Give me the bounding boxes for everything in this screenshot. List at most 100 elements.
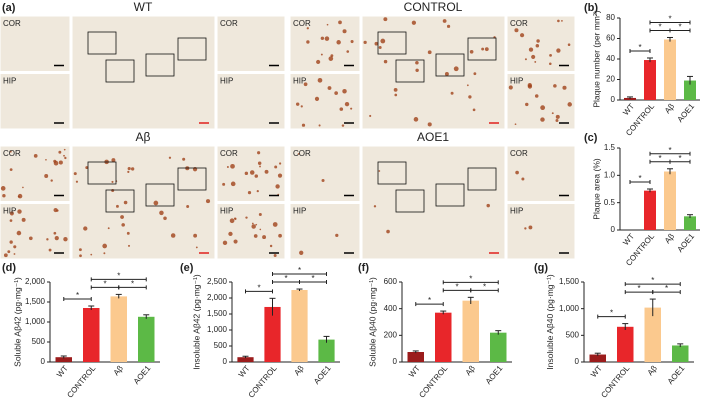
plaque [9, 219, 13, 222]
plaque [269, 244, 273, 248]
significance: * [638, 43, 641, 52]
plaque [374, 41, 379, 46]
plaque [555, 118, 559, 122]
y-tick-label: 2,000 [25, 277, 46, 286]
plaque [186, 205, 190, 208]
plaque [373, 205, 377, 208]
plaque [111, 180, 114, 183]
plaque [259, 228, 262, 231]
micrograph [289, 203, 361, 260]
x-tick-label: WT [589, 364, 604, 379]
significance: * [428, 296, 431, 305]
plaque [257, 161, 262, 166]
plaque [531, 54, 536, 59]
plaque [383, 59, 388, 64]
x-tick-label: WT [621, 232, 636, 247]
micrograph [0, 73, 71, 130]
plaque [272, 222, 278, 227]
inset-box [177, 167, 207, 191]
y-tick-label: 2,500 [207, 277, 228, 286]
plaque [130, 167, 135, 171]
plaque [466, 84, 469, 87]
plaque [53, 207, 58, 213]
plaque [9, 168, 13, 171]
group-title: CONTROL [404, 0, 463, 14]
plaque [229, 218, 235, 224]
plaque [486, 203, 490, 208]
region-label: COR [510, 19, 528, 28]
plaque [415, 68, 419, 73]
plaque [378, 170, 381, 172]
y-tick-label: 0 [611, 95, 616, 104]
plaque [525, 102, 529, 107]
plaque [182, 157, 186, 161]
y-tick-label: 1,000 [559, 304, 580, 313]
significance: * [117, 272, 120, 281]
plaque [251, 222, 254, 225]
plaque [551, 112, 554, 115]
region-label: HIP [3, 207, 16, 216]
plaque [338, 20, 342, 25]
significance: * [637, 284, 640, 293]
x-tick-label: Aβ [663, 102, 677, 116]
plaque [334, 91, 338, 95]
plaque [9, 211, 14, 216]
plaque [63, 148, 66, 151]
y-tick-label: 0 [223, 357, 228, 366]
plaque [549, 62, 552, 66]
bar [664, 171, 676, 230]
plaque [557, 19, 560, 23]
significance: * [311, 274, 314, 283]
significance: * [658, 154, 661, 163]
plaque [299, 250, 304, 255]
plaque [314, 96, 320, 101]
y-tick-label: 1,500 [207, 309, 228, 318]
bar [664, 39, 676, 100]
y-tick-label: 1,000 [25, 317, 46, 326]
plaque [369, 114, 372, 118]
bar [237, 357, 254, 362]
micrograph [216, 203, 286, 260]
plaque [274, 165, 278, 169]
plaque [21, 217, 26, 222]
plaque [524, 227, 527, 230]
y-axis-label: Insoluble Aβ42 (pg·mg⁻¹) [191, 274, 201, 370]
plaque [226, 165, 229, 168]
plaque [53, 160, 59, 166]
plaque [394, 93, 398, 97]
plaque [540, 105, 546, 111]
plaque [3, 253, 8, 258]
inset-box [377, 31, 407, 55]
group-title: WT [134, 0, 153, 14]
plaque [257, 151, 261, 155]
x-tick-label: AOE1 [676, 101, 697, 124]
bar [617, 326, 634, 362]
plaque [228, 231, 233, 237]
inset-box [395, 59, 425, 83]
plaque [78, 248, 82, 252]
plaque [469, 49, 474, 54]
x-tick-label: AOE1 [676, 231, 697, 254]
x-tick-label: AOE1 [312, 363, 333, 386]
plaque [54, 235, 59, 241]
plaque [450, 91, 454, 95]
plaque [153, 200, 159, 206]
plaque [17, 195, 20, 198]
group-title: AOE1 [417, 130, 449, 144]
x-tick-label: Aβ [663, 232, 677, 246]
plaque [121, 223, 125, 227]
plaque [383, 17, 388, 22]
plaque [44, 174, 49, 178]
plaque [528, 225, 533, 230]
plaque [253, 234, 258, 238]
plaque [562, 85, 567, 90]
y-tick-label: 1.5 [604, 143, 616, 152]
plaque [85, 166, 89, 170]
y-tick-label: 80 [606, 13, 615, 22]
y-axis-label: Soluble Aβ40 (pg·mg⁻¹) [367, 277, 377, 367]
significance: * [668, 146, 671, 155]
plaque [127, 170, 130, 174]
plaque [527, 84, 533, 89]
y-tick-label: 0 [611, 225, 616, 234]
